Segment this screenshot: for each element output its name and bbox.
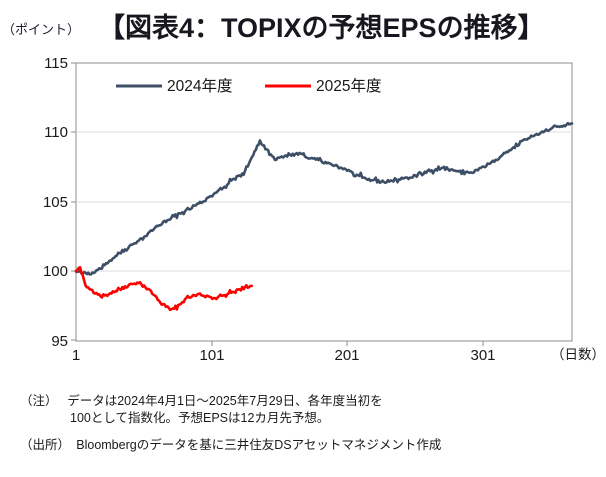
svg-text:2025年度: 2025年度 [316, 77, 381, 95]
svg-text:1: 1 [72, 347, 80, 364]
svg-text:201: 201 [334, 347, 359, 364]
svg-text:110: 110 [44, 124, 68, 141]
svg-text:105: 105 [43, 194, 68, 211]
svg-text:（日数）: （日数） [551, 347, 605, 362]
svg-text:115: 115 [44, 55, 68, 72]
svg-text:100: 100 [43, 263, 68, 280]
svg-text:101: 101 [199, 347, 224, 364]
svg-text:95: 95 [51, 333, 68, 350]
svg-text:2024年度: 2024年度 [167, 77, 232, 95]
svg-text:301: 301 [470, 347, 495, 364]
